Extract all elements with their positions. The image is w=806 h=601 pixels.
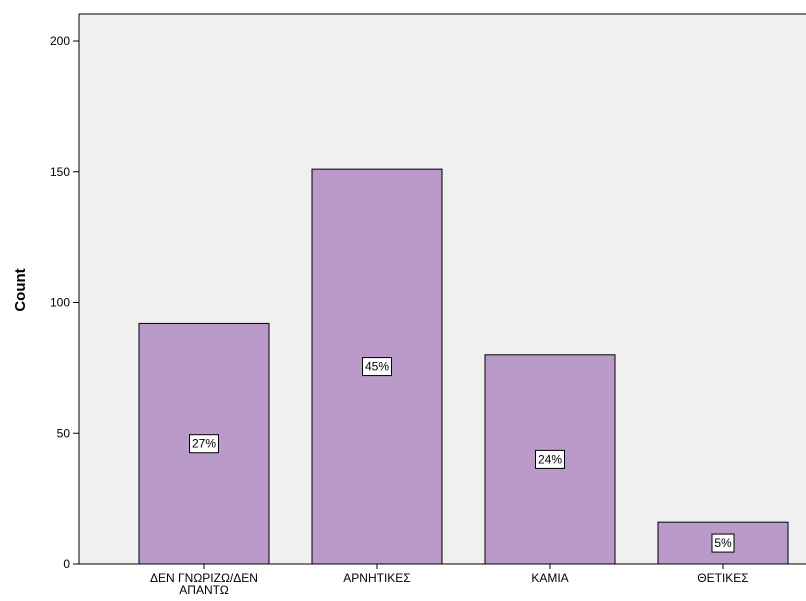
data-label: 27% [192, 437, 216, 451]
data-label-box [362, 357, 392, 377]
bar [138, 322, 270, 565]
bars: 27% 45% 24% 5% [138, 168, 789, 565]
x-axis: ΔΕΝ ΓΝΩΡΙΖΩ/ΔΕΝ ΑΠΑΝΤΩ ΑΡΝΗΤΙΚΕΣ ΚΑΜΙΑ ΘΕΤΙΚ… [79, 563, 806, 597]
y-axis: 0 50 100 150 200 [50, 34, 79, 571]
x-tick-label: ΘΕΤΙΚΕΣ [697, 571, 748, 585]
y-tick-label: 150 [50, 165, 70, 179]
data-label-box [535, 449, 565, 469]
data-label-box [711, 533, 735, 553]
data-label: 24% [538, 452, 562, 466]
x-tick-label: ΑΡΝΗΤΙΚΕΣ [343, 571, 410, 585]
y-tick-label: 100 [50, 296, 70, 310]
y-axis-title: Count [12, 268, 29, 311]
y-tick-label: 50 [57, 426, 71, 440]
data-label: 5% [714, 536, 732, 550]
data-label-box [189, 434, 219, 454]
data-label: 45% [365, 360, 389, 374]
y-tick-label: 200 [50, 34, 70, 48]
x-tick-label: ΚΑΜΙΑ [531, 571, 568, 585]
x-tick-label: ΔΕΝ ΓΝΩΡΙΖΩ/ΔΕΝ ΑΠΑΝΤΩ [150, 571, 258, 597]
y-tick-label: 0 [63, 557, 70, 571]
